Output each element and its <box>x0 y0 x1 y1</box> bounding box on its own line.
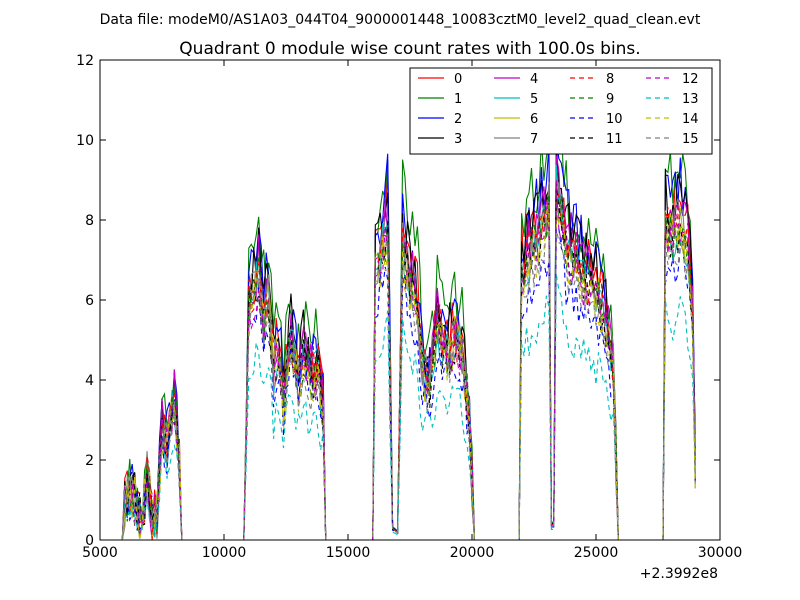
y-tick-label: 2 <box>85 453 94 469</box>
series-line-14 <box>121 204 696 540</box>
x-tick-label: 5000 <box>82 545 118 561</box>
legend-label-9: 9 <box>606 92 614 107</box>
series-line-5 <box>121 164 696 540</box>
legend-label-4: 4 <box>530 72 538 87</box>
legend-label-6: 6 <box>530 112 538 127</box>
chart-suptitle: Data file: modeM0/AS1A03_044T04_90000014… <box>100 12 701 28</box>
legend-label-14: 14 <box>682 112 699 127</box>
series-line-11 <box>121 182 696 540</box>
legend-label-13: 13 <box>682 92 699 107</box>
x-offset-label: +2.3992e8 <box>640 566 718 582</box>
legend-box <box>409 67 713 155</box>
y-tick-label: 4 <box>85 373 94 389</box>
series-line-12 <box>121 180 696 540</box>
series-line-10 <box>121 226 696 540</box>
legend-label-0: 0 <box>454 72 462 87</box>
x-tick-label: 30000 <box>698 545 743 561</box>
legend-label-7: 7 <box>530 132 538 147</box>
y-tick-label: 8 <box>85 213 94 229</box>
legend-label-10: 10 <box>606 112 623 127</box>
y-tick-label: 0 <box>85 533 94 549</box>
legend-label-3: 3 <box>454 132 462 147</box>
series-line-8 <box>121 190 696 540</box>
legend-label-11: 11 <box>606 132 623 147</box>
y-tick-label: 10 <box>76 133 94 149</box>
y-tick-label: 12 <box>76 53 94 69</box>
y-tick-label: 6 <box>85 293 94 309</box>
series-line-0 <box>121 170 696 540</box>
x-tick-label: 20000 <box>450 545 495 561</box>
x-tick-label: 25000 <box>574 545 619 561</box>
legend-label-1: 1 <box>454 92 462 107</box>
x-tick-label: 10000 <box>202 545 247 561</box>
legend-label-8: 8 <box>606 72 614 87</box>
x-tick-label: 15000 <box>326 545 371 561</box>
legend-label-12: 12 <box>682 72 699 87</box>
series-layer <box>121 110 696 540</box>
legend-label-5: 5 <box>530 92 538 107</box>
chart-title: Quadrant 0 module wise count rates with … <box>179 39 640 59</box>
legend-label-15: 15 <box>682 132 699 147</box>
legend-label-2: 2 <box>454 112 462 127</box>
